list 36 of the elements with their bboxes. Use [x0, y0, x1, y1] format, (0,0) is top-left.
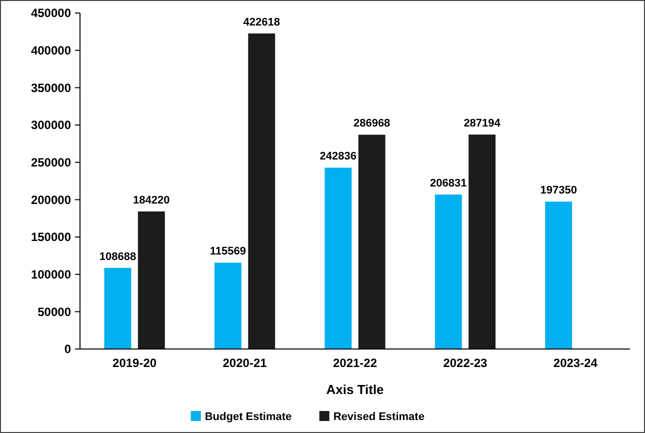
bar	[358, 134, 386, 349]
y-tick-label: 200000	[30, 192, 72, 207]
x-axis-title: Axis Title	[326, 382, 384, 397]
data-label: 242836	[320, 150, 357, 163]
bar	[468, 134, 496, 349]
x-tick-label: 2022-23	[443, 356, 488, 370]
data-label: 206831	[430, 178, 467, 190]
y-tick-label: 400000	[30, 44, 72, 58]
legend-label: Revised Estimate	[333, 411, 424, 423]
data-label: 115569	[210, 246, 246, 258]
x-tick-label: 2023-24	[553, 356, 598, 370]
bar	[138, 211, 165, 349]
bar	[434, 194, 462, 349]
bar	[324, 168, 352, 349]
x-tick-label: 2021-22	[332, 356, 378, 370]
data-label: 197350	[540, 184, 577, 197]
data-label: 422618	[243, 16, 280, 28]
y-tick-label: 0	[64, 342, 72, 356]
data-label: 287194	[464, 118, 502, 130]
bar	[214, 262, 242, 349]
x-tick-label: 2020-21	[222, 356, 268, 370]
bar	[545, 202, 572, 349]
y-tick-label: 100000	[30, 268, 72, 282]
bar	[104, 268, 132, 349]
y-tick-label: 450000	[30, 6, 72, 20]
legend-label: Budget Estimate	[204, 411, 292, 423]
y-tick-label: 250000	[30, 156, 72, 170]
data-label: 286968	[353, 118, 390, 130]
data-label: 108688	[99, 250, 136, 263]
bar	[248, 33, 276, 349]
y-tick-label: 50000	[38, 304, 72, 319]
data-label: 184220	[133, 194, 170, 206]
y-tick-label: 300000	[30, 118, 72, 132]
y-tick-label: 150000	[30, 230, 72, 244]
x-tick-label: 2019-20	[112, 356, 157, 370]
y-tick-label: 350000	[30, 80, 72, 95]
